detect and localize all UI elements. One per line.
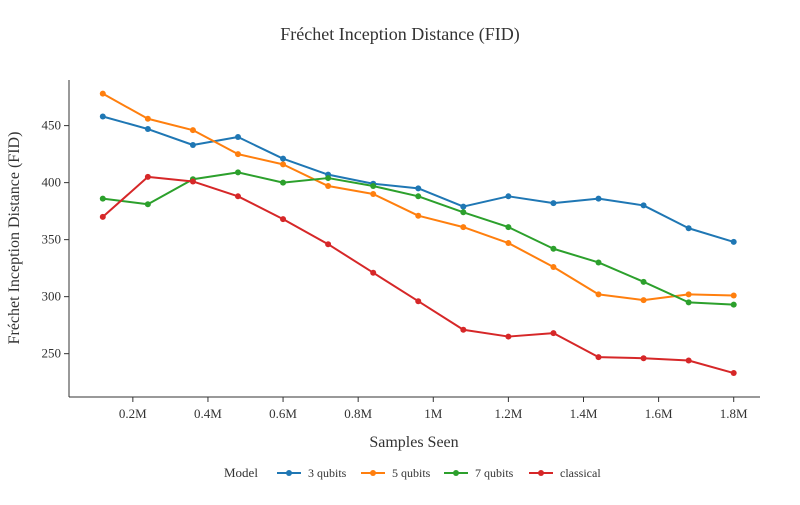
data-point-7-qubits [685,299,692,306]
x-tick-label: 0.4M [194,406,222,421]
legend-label: 3 qubits [308,466,347,480]
data-point-classical [189,178,196,185]
data-point-classical [550,330,557,337]
x-tick-label: 1.4M [570,406,598,421]
legend-item-5-qubits[interactable]: 5 qubits [361,466,431,480]
data-point-7-qubits [460,209,467,216]
data-point-3-qubits [189,141,196,148]
data-point-classical [505,333,512,340]
data-point-3-qubits [144,126,151,133]
data-point-3-qubits [685,225,692,232]
legend-swatch-marker [286,470,292,476]
data-point-classical [280,216,287,223]
data-point-7-qubits [640,278,647,285]
data-point-5-qubits [460,224,467,231]
data-point-5-qubits [640,297,647,304]
data-point-classical [234,193,241,200]
data-point-7-qubits [325,175,332,182]
data-point-7-qubits [144,201,151,208]
data-point-7-qubits [370,183,377,190]
data-point-classical [415,298,422,305]
data-point-5-qubits [550,264,557,271]
data-point-7-qubits [415,193,422,200]
legend-label: 7 qubits [475,466,514,480]
x-tick-label: 1.2M [494,406,522,421]
y-axis-ticks: 250 300 350 400 450 [42,118,69,361]
x-tick-label: 1M [424,406,443,421]
series-5-qubits [99,90,737,304]
x-tick-label: 0.2M [119,406,147,421]
data-point-3-qubits [595,195,602,202]
data-point-classical [325,241,332,248]
legend-item-classical[interactable]: classical [529,466,601,480]
data-point-3-qubits [640,202,647,209]
series-line-7-qubits [102,171,734,306]
data-point-5-qubits [505,240,512,247]
data-point-5-qubits [685,291,692,298]
x-axis-title: Samples Seen [369,434,458,451]
legend: Model 3 qubits 5 qubits 7 qubits classical [224,465,601,480]
data-point-classical [99,213,106,220]
x-axis-ticks: 0.2M 0.4M 0.6M 0.8M 1M 1.2M 1.4M 1.6M 1.8M [119,397,748,421]
series-3-qubits [99,113,737,245]
data-point-3-qubits [280,155,287,162]
legend-label: classical [560,466,601,480]
data-point-3-qubits [234,134,241,141]
legend-item-7-qubits[interactable]: 7 qubits [444,466,514,480]
data-point-7-qubits [234,169,241,176]
y-tick-label: 400 [42,175,62,190]
data-point-5-qubits [730,292,737,299]
data-point-3-qubits [99,113,106,120]
data-point-classical [144,173,151,180]
data-point-7-qubits [550,245,557,252]
x-tick-label: 0.6M [269,406,297,421]
data-point-classical [685,357,692,364]
data-point-7-qubits [280,179,287,186]
y-tick-label: 350 [42,232,62,247]
data-point-3-qubits [730,238,737,245]
data-point-7-qubits [595,259,602,266]
data-point-5-qubits [415,212,422,219]
legend-swatch-marker [538,470,544,476]
legend-swatch-marker [370,470,376,476]
series-line-classical [102,175,734,375]
data-point-classical [460,326,467,333]
data-point-5-qubits [99,90,106,97]
data-point-5-qubits [280,161,287,168]
series-layer [99,90,737,377]
data-point-3-qubits [550,200,557,207]
chart-title: Fréchet Inception Distance (FID) [280,24,519,45]
series-classical [99,173,737,377]
legend-item-3-qubits[interactable]: 3 qubits [277,466,347,480]
data-point-7-qubits [99,195,106,202]
data-point-5-qubits [189,127,196,134]
data-point-3-qubits [415,185,422,192]
data-point-7-qubits [730,301,737,308]
data-point-7-qubits [505,224,512,231]
data-point-5-qubits [325,183,332,190]
y-axis-title: Fréchet Inception Distance (FID) [6,132,23,345]
data-point-5-qubits [370,191,377,198]
legend-title: Model [224,465,258,480]
y-tick-label: 300 [42,289,62,304]
x-tick-label: 1.8M [720,406,748,421]
data-point-5-qubits [595,291,602,298]
series-7-qubits [99,169,737,308]
legend-label: 5 qubits [392,466,431,480]
y-tick-label: 450 [42,118,62,133]
data-point-5-qubits [234,151,241,158]
data-point-classical [730,370,737,377]
y-tick-label: 250 [42,346,62,361]
x-tick-label: 1.6M [645,406,673,421]
data-point-3-qubits [460,203,467,210]
data-point-5-qubits [144,115,151,122]
data-point-3-qubits [505,193,512,200]
legend-swatch-marker [453,470,459,476]
data-point-classical [640,355,647,362]
x-tick-label: 0.8M [344,406,372,421]
data-point-classical [370,269,377,276]
data-point-classical [595,354,602,361]
